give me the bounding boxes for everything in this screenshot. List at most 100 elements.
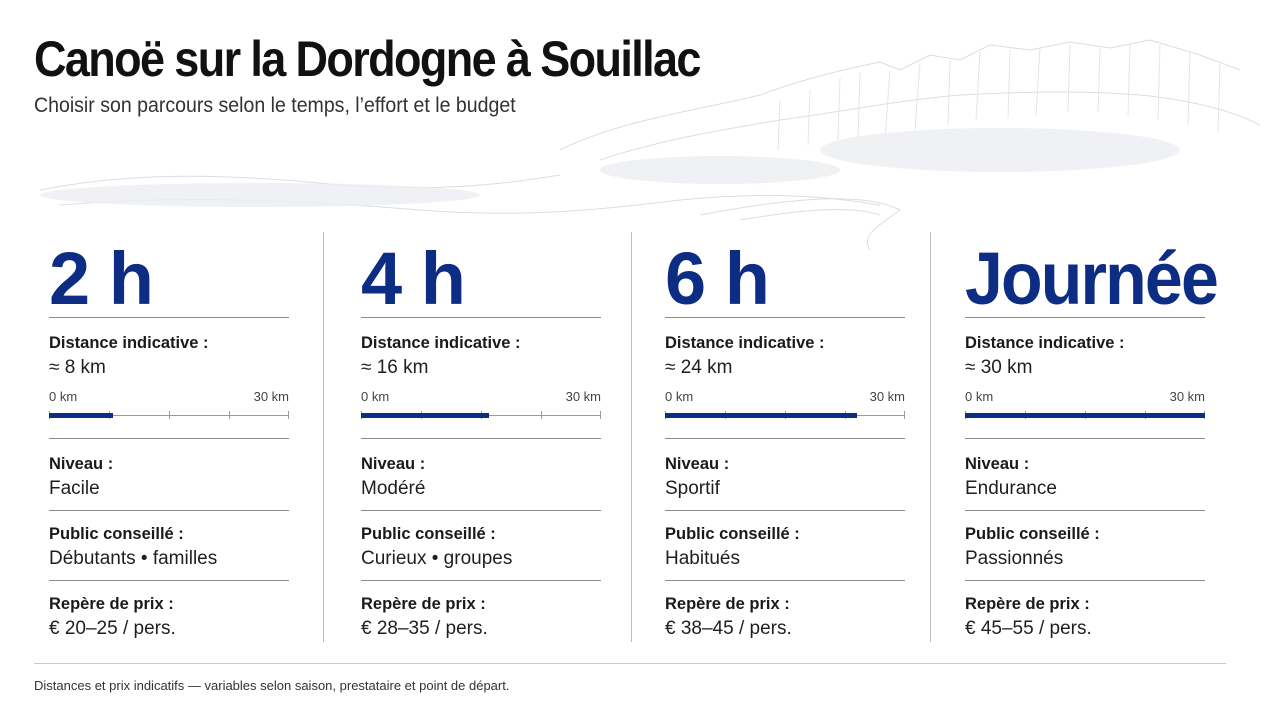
option-column: 2 h Distance indicative : ≈ 8 km 0 km 30… — [49, 230, 289, 650]
divider — [361, 580, 601, 581]
divider — [965, 510, 1205, 511]
footer-divider — [34, 663, 1226, 664]
audience-value: Passionnés — [965, 548, 1064, 569]
scale-tick — [904, 411, 905, 419]
price-block: Repère de prix : € 20–25 / pers. — [49, 581, 289, 650]
scale-max-label: 30 km — [1169, 389, 1205, 404]
page-title: Canoë sur la Dordogne à Souillac — [34, 31, 701, 87]
footnote: Distances et prix indicatifs — variables… — [34, 678, 510, 693]
page-subtitle: Choisir son parcours selon le temps, l’e… — [34, 94, 516, 117]
price-value: € 28–35 / pers. — [361, 618, 488, 639]
divider — [49, 317, 289, 318]
price-block: Repère de prix : € 38–45 / pers. — [665, 581, 905, 650]
price-label: Repère de prix : — [49, 595, 174, 613]
audience-value: Curieux • groupes — [361, 548, 513, 569]
distance-value: ≈ 24 km — [665, 357, 733, 378]
column-divider — [631, 232, 632, 642]
distance-bar — [965, 413, 1205, 418]
scale-tick — [169, 411, 170, 419]
price-value: € 45–55 / pers. — [965, 618, 1092, 639]
level-value: Sportif — [665, 478, 720, 499]
scale-tick — [288, 411, 289, 419]
scale-max-label: 30 km — [565, 389, 601, 404]
divider — [965, 580, 1205, 581]
audience-block: Public conseillé : Habitués — [665, 511, 905, 580]
scale-min-label: 0 km — [665, 389, 694, 404]
column-divider — [930, 232, 931, 642]
distance-value: ≈ 16 km — [361, 357, 429, 378]
scale-max-label: 30 km — [253, 389, 289, 404]
distance-label: Distance indicative : — [965, 334, 1125, 352]
audience-block: Public conseillé : Passionnés — [965, 511, 1205, 580]
level-block: Niveau : Sportif — [665, 439, 905, 510]
level-block: Niveau : Endurance — [965, 439, 1205, 510]
distance-block: Distance indicative : ≈ 8 km 0 km 30 km — [49, 318, 289, 438]
divider — [49, 438, 289, 439]
audience-label: Public conseillé : — [49, 525, 184, 543]
divider — [361, 510, 601, 511]
distance-value: ≈ 30 km — [965, 357, 1033, 378]
header: Canoë sur la Dordogne à Souillac Choisir… — [34, 30, 774, 118]
divider — [361, 317, 601, 318]
option-column: Journée Distance indicative : ≈ 30 km 0 … — [965, 230, 1219, 650]
scale-tick — [229, 411, 230, 419]
price-label: Repère de prix : — [665, 595, 790, 613]
audience-label: Public conseillé : — [361, 525, 496, 543]
duration-heading: Journée — [965, 237, 1219, 320]
scale-min-label: 0 km — [965, 389, 994, 404]
audience-label: Public conseillé : — [665, 525, 800, 543]
price-value: € 20–25 / pers. — [49, 618, 176, 639]
divider — [665, 580, 905, 581]
level-block: Niveau : Facile — [49, 439, 289, 510]
cliff-river-sketch — [39, 39, 1261, 250]
distance-bar — [665, 413, 857, 418]
distance-value: ≈ 8 km — [49, 357, 106, 378]
distance-label: Distance indicative : — [49, 334, 209, 352]
audience-block: Public conseillé : Débutants • familles — [49, 511, 289, 580]
divider — [49, 580, 289, 581]
distance-label: Distance indicative : — [665, 334, 825, 352]
distance-scale: 0 km 30 km — [665, 389, 905, 429]
price-label: Repère de prix : — [965, 595, 1090, 613]
audience-label: Public conseillé : — [965, 525, 1100, 543]
distance-block: Distance indicative : ≈ 30 km 0 km 30 km — [965, 318, 1205, 438]
divider — [361, 438, 601, 439]
scale-min-label: 0 km — [361, 389, 390, 404]
audience-value: Débutants • familles — [49, 548, 218, 569]
level-value: Modéré — [361, 478, 426, 499]
distance-bar — [49, 413, 113, 418]
level-value: Facile — [49, 478, 100, 499]
distance-scale: 0 km 30 km — [49, 389, 289, 429]
divider — [49, 510, 289, 511]
distance-block: Distance indicative : ≈ 16 km 0 km 30 km — [361, 318, 601, 438]
distance-scale: 0 km 30 km — [965, 389, 1205, 429]
distance-label: Distance indicative : — [361, 334, 521, 352]
option-column: 6 h Distance indicative : ≈ 24 km 0 km 3… — [665, 230, 905, 650]
level-label: Niveau : — [965, 455, 1030, 473]
divider — [665, 317, 905, 318]
scale-tick — [600, 411, 601, 419]
level-block: Niveau : Modéré — [361, 439, 601, 510]
audience-block: Public conseillé : Curieux • groupes — [361, 511, 601, 580]
divider — [665, 510, 905, 511]
audience-value: Habitués — [665, 548, 740, 569]
option-column: 4 h Distance indicative : ≈ 16 km 0 km 3… — [361, 230, 601, 650]
distance-scale: 0 km 30 km — [361, 389, 601, 429]
scale-min-label: 0 km — [49, 389, 78, 404]
column-divider — [323, 232, 324, 642]
scale-max-label: 30 km — [869, 389, 905, 404]
divider — [665, 438, 905, 439]
level-label: Niveau : — [665, 455, 730, 473]
price-label: Repère de prix : — [361, 595, 486, 613]
distance-block: Distance indicative : ≈ 24 km 0 km 30 km — [665, 318, 905, 438]
duration-heading: 6 h — [665, 237, 770, 320]
duration-heading: 2 h — [49, 237, 154, 320]
level-label: Niveau : — [49, 455, 114, 473]
level-label: Niveau : — [361, 455, 426, 473]
price-block: Repère de prix : € 28–35 / pers. — [361, 581, 601, 650]
distance-bar — [361, 413, 489, 418]
price-block: Repère de prix : € 45–55 / pers. — [965, 581, 1205, 650]
level-value: Endurance — [965, 478, 1057, 499]
duration-heading: 4 h — [361, 237, 466, 320]
scale-tick — [541, 411, 542, 419]
